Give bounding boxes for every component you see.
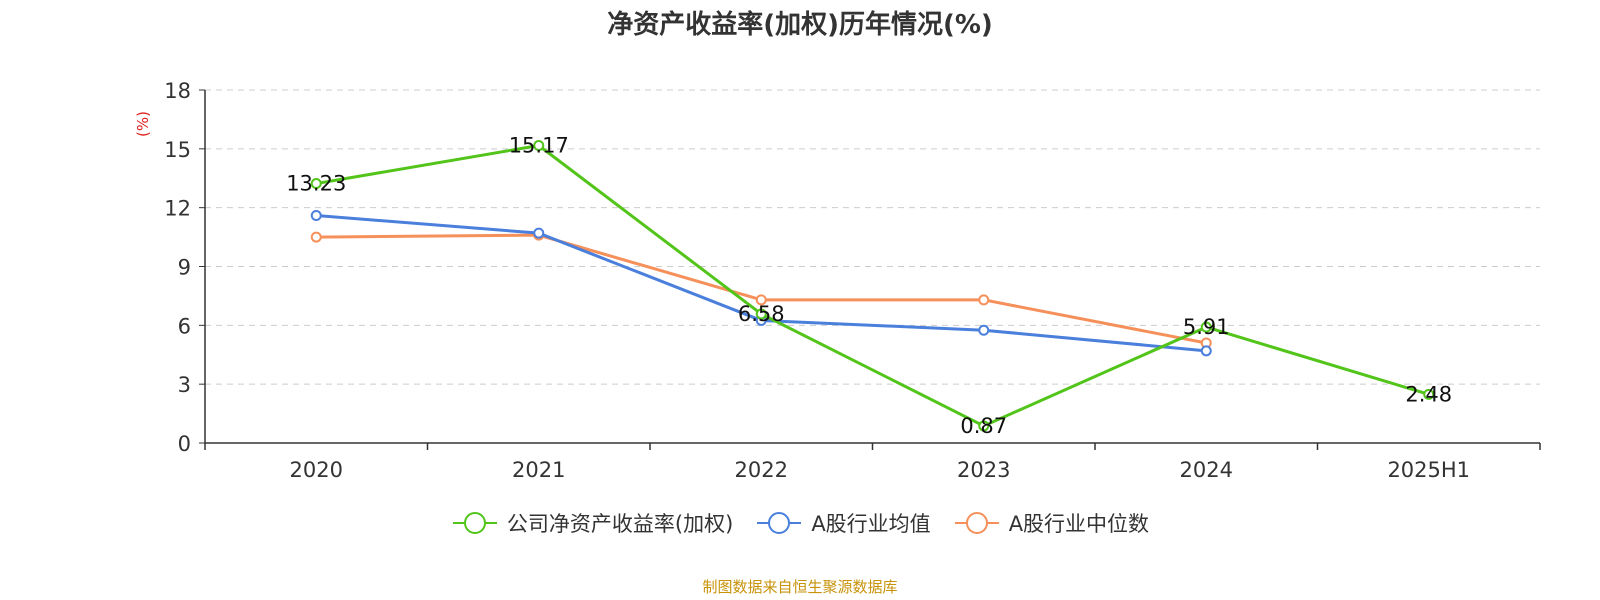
legend-item[interactable]: 公司净资产收益率(加权) xyxy=(451,508,733,538)
series-line xyxy=(316,233,1207,345)
y-tick-label: 12 xyxy=(164,197,191,221)
data-point xyxy=(310,210,322,222)
data-label: 13.23 xyxy=(286,172,346,196)
grid-lines xyxy=(205,89,1540,385)
data-point xyxy=(310,178,322,190)
legend-label: 公司净资产收益率(加权) xyxy=(506,512,734,536)
data-point xyxy=(978,294,990,306)
y-tick-label: 9 xyxy=(178,256,191,280)
legend-label: A股行业均值 xyxy=(811,512,931,536)
data-point xyxy=(1200,321,1212,333)
x-tick-label: 2021 xyxy=(512,458,565,482)
x-tick-label: 2024 xyxy=(1180,458,1233,482)
data-label: 15.17 xyxy=(509,133,569,157)
data-label: 5.91 xyxy=(1183,315,1230,339)
chart-title: 净资产收益率(加权)历年情况(%) xyxy=(607,10,993,40)
data-label: 6.58 xyxy=(738,302,785,326)
series-line xyxy=(315,143,1430,428)
legend-marker xyxy=(768,512,791,534)
source-note: 制图数据来自恒生聚源数据库 xyxy=(702,578,898,596)
legend-marker xyxy=(463,512,486,534)
y-tick-label: 0 xyxy=(178,432,191,456)
data-label: 2.48 xyxy=(1405,382,1452,406)
legend-item[interactable]: A股行业中位数 xyxy=(953,508,1149,538)
y-axis-label: (%) xyxy=(134,111,152,137)
data-point xyxy=(755,308,767,320)
y-tick-label: 3 xyxy=(178,373,191,397)
data-point xyxy=(310,231,322,243)
legend-swatch xyxy=(757,512,802,534)
y-tick-label: 18 xyxy=(164,79,191,103)
data-point xyxy=(755,294,767,306)
legend-label: A股行业中位数 xyxy=(1008,512,1150,536)
data-point xyxy=(1423,388,1435,400)
legend-swatch xyxy=(452,512,497,534)
legend-item[interactable]: A股行业均值 xyxy=(755,508,931,538)
data-point xyxy=(978,324,990,336)
y-tick-label: 6 xyxy=(178,314,191,338)
data-point xyxy=(1200,345,1212,357)
axes: 0 3 6 9 12 15 18 (%) 2020 2021 2022 2023 2024 2025H1 xyxy=(134,79,1541,482)
x-tick-label: 2025H1 xyxy=(1387,458,1470,482)
x-tick-label: 2022 xyxy=(735,458,788,482)
x-tick-label: 2023 xyxy=(957,458,1010,482)
legend-swatch xyxy=(954,512,999,534)
legend: 公司净资产收益率(加权) A股行业均值 A股行业中位数 xyxy=(0,508,1600,538)
y-tick-label: 15 xyxy=(164,138,191,162)
data-label: 0.87 xyxy=(960,414,1007,438)
data-labels: 13.23 15.17 6.58 0.87 5.91 2.48 xyxy=(286,133,1452,437)
legend-marker xyxy=(965,512,988,534)
data-point xyxy=(978,420,990,432)
x-tick-label: 2020 xyxy=(290,458,343,482)
series-lines xyxy=(310,139,1435,432)
data-point xyxy=(533,139,545,151)
data-point xyxy=(533,227,545,239)
